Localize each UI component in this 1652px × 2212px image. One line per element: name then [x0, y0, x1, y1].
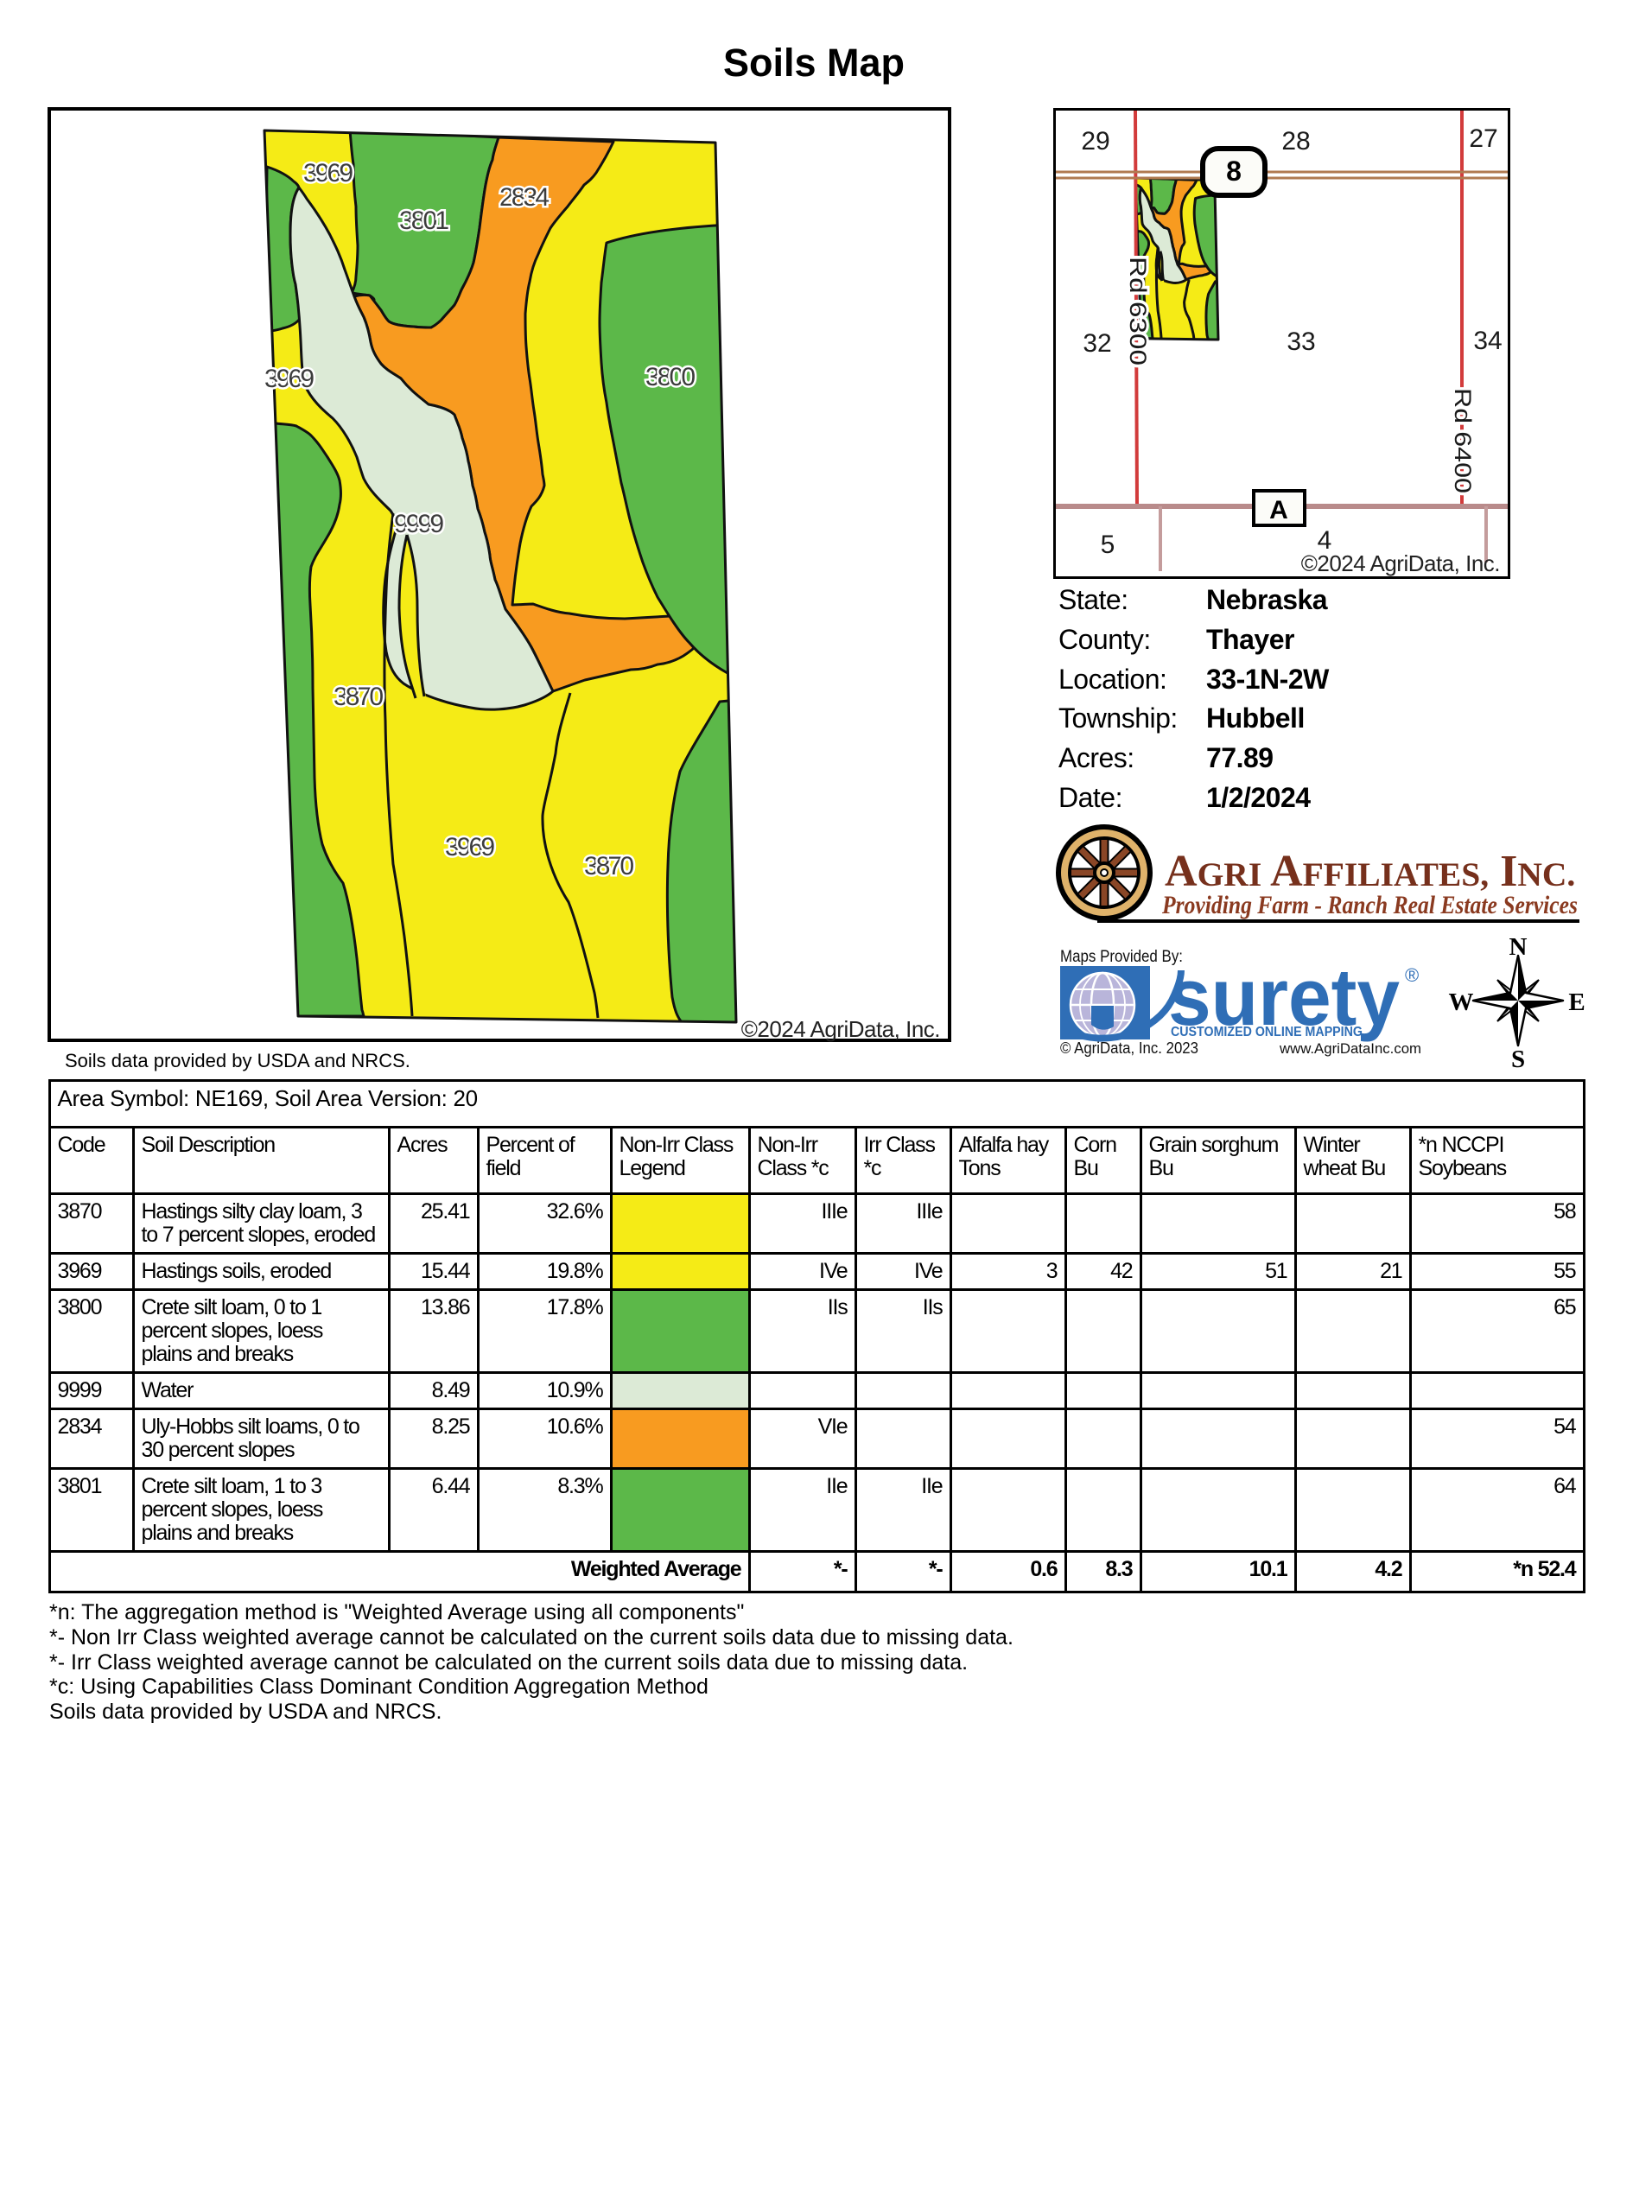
- svg-text:©2024 AgriData, Inc.: ©2024 AgriData, Inc.: [1301, 550, 1500, 576]
- svg-text:3870: 3870: [334, 683, 384, 711]
- svg-text:CUSTOMIZED ONLINE MAPPING: CUSTOMIZED ONLINE MAPPING: [1171, 1025, 1363, 1039]
- svg-text:3870: 3870: [584, 852, 634, 880]
- svg-text:W: W: [1449, 988, 1474, 1016]
- svg-text:27: 27: [1469, 124, 1497, 153]
- svg-text:© AgriData, Inc. 2023: © AgriData, Inc. 2023: [1060, 1039, 1198, 1057]
- svg-text:34: 34: [1473, 327, 1502, 355]
- svg-text:32: 32: [1083, 329, 1111, 358]
- svg-text:E: E: [1568, 988, 1585, 1016]
- svg-text:Rd 6400: Rd 6400: [1450, 388, 1476, 493]
- svg-text:33: 33: [1287, 327, 1315, 356]
- svg-text:AGRI AFFILIATES, INC.: AGRI AFFILIATES, INC.: [1165, 847, 1575, 896]
- svg-text:S: S: [1511, 1046, 1525, 1073]
- svg-text:A: A: [1269, 496, 1288, 524]
- svg-text:Maps Provided By:: Maps Provided By:: [1060, 948, 1183, 966]
- svg-text:3969: 3969: [303, 159, 353, 188]
- svg-text:surety: surety: [1168, 951, 1400, 1042]
- svg-text:8: 8: [1226, 156, 1242, 187]
- svg-text:Rd 6300: Rd 6300: [1125, 257, 1151, 365]
- svg-text:4: 4: [1318, 526, 1332, 555]
- svg-text:3969: 3969: [264, 365, 315, 393]
- svg-text:9999: 9999: [394, 510, 444, 538]
- svg-text:28: 28: [1281, 127, 1310, 156]
- svg-text:3800: 3800: [645, 363, 696, 391]
- svg-text:N: N: [1509, 933, 1528, 961]
- svg-text:Providing Farm - Ranch Real Es: Providing Farm - Ranch Real Estate Servi…: [1161, 891, 1578, 919]
- svg-text:2834: 2834: [499, 183, 550, 212]
- svg-text:5: 5: [1101, 531, 1115, 559]
- svg-text:29: 29: [1081, 127, 1109, 156]
- svg-text:3801: 3801: [399, 207, 449, 235]
- svg-text:®: ®: [1405, 964, 1419, 986]
- svg-text:www.AgriDataInc.com: www.AgriDataInc.com: [1279, 1040, 1421, 1057]
- svg-text:©2024 AgriData, Inc.: ©2024 AgriData, Inc.: [741, 1016, 940, 1042]
- svg-text:3969: 3969: [445, 833, 495, 861]
